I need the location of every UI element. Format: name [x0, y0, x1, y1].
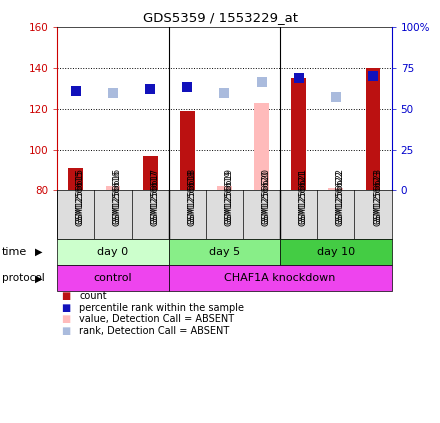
- Bar: [254, 103, 269, 190]
- Bar: [169, 239, 280, 265]
- Text: GSM1256615: GSM1256615: [76, 170, 85, 225]
- Text: value, Detection Call = ABSENT: value, Detection Call = ABSENT: [79, 314, 235, 324]
- Text: ▶: ▶: [35, 273, 43, 283]
- Text: GSM1256623: GSM1256623: [373, 168, 382, 224]
- Text: GSM1256618: GSM1256618: [187, 170, 196, 226]
- Text: count: count: [79, 291, 107, 301]
- Text: day 10: day 10: [317, 247, 355, 257]
- Text: GSM1256617: GSM1256617: [150, 168, 159, 224]
- Point: [72, 87, 79, 94]
- Text: GSM1256616: GSM1256616: [113, 168, 122, 224]
- Text: GSM1256616: GSM1256616: [113, 170, 122, 226]
- Point: [295, 75, 302, 82]
- Text: GSM1256620: GSM1256620: [261, 168, 271, 224]
- Text: time: time: [2, 247, 27, 257]
- Point: [370, 73, 377, 80]
- Text: GSM1256622: GSM1256622: [336, 168, 345, 224]
- Point: [332, 93, 339, 100]
- Point: [184, 83, 191, 90]
- Text: GSM1256618: GSM1256618: [187, 168, 196, 224]
- Text: GSM1256617: GSM1256617: [150, 170, 159, 226]
- Text: GSM1256615: GSM1256615: [76, 168, 85, 224]
- Point: [147, 85, 154, 92]
- Bar: [106, 186, 121, 190]
- Text: GSM1256621: GSM1256621: [299, 170, 308, 225]
- Text: GSM1256619: GSM1256619: [224, 170, 233, 225]
- Text: GSM1256622: GSM1256622: [336, 170, 345, 225]
- Bar: [169, 265, 392, 291]
- Bar: [68, 168, 83, 190]
- Text: percentile rank within the sample: percentile rank within the sample: [79, 302, 244, 313]
- Text: GSM1256623: GSM1256623: [373, 170, 382, 226]
- Bar: [280, 239, 392, 265]
- Text: rank, Detection Call = ABSENT: rank, Detection Call = ABSENT: [79, 326, 229, 336]
- Text: GSM1256619: GSM1256619: [224, 168, 233, 224]
- Text: ■: ■: [62, 291, 71, 301]
- Text: protocol: protocol: [2, 273, 45, 283]
- Bar: [328, 188, 343, 190]
- Point: [258, 79, 265, 86]
- Bar: [291, 78, 306, 190]
- Bar: [143, 156, 158, 190]
- Point: [221, 89, 228, 96]
- Text: CHAF1A knockdown: CHAF1A knockdown: [224, 273, 336, 283]
- Text: GSM1256621: GSM1256621: [299, 168, 308, 224]
- Bar: [366, 68, 381, 190]
- Text: ■: ■: [62, 326, 71, 336]
- Text: control: control: [94, 273, 132, 283]
- Text: day 0: day 0: [97, 247, 128, 257]
- Bar: [57, 265, 169, 291]
- Bar: [180, 111, 194, 190]
- Text: ■: ■: [62, 314, 71, 324]
- Bar: [217, 186, 232, 190]
- Text: ■: ■: [62, 302, 71, 313]
- Bar: [57, 239, 169, 265]
- Text: day 5: day 5: [209, 247, 240, 257]
- Point: [110, 89, 117, 96]
- Text: GDS5359 / 1553229_at: GDS5359 / 1553229_at: [143, 11, 297, 24]
- Text: GSM1256620: GSM1256620: [261, 170, 271, 225]
- Text: ▶: ▶: [35, 247, 43, 257]
